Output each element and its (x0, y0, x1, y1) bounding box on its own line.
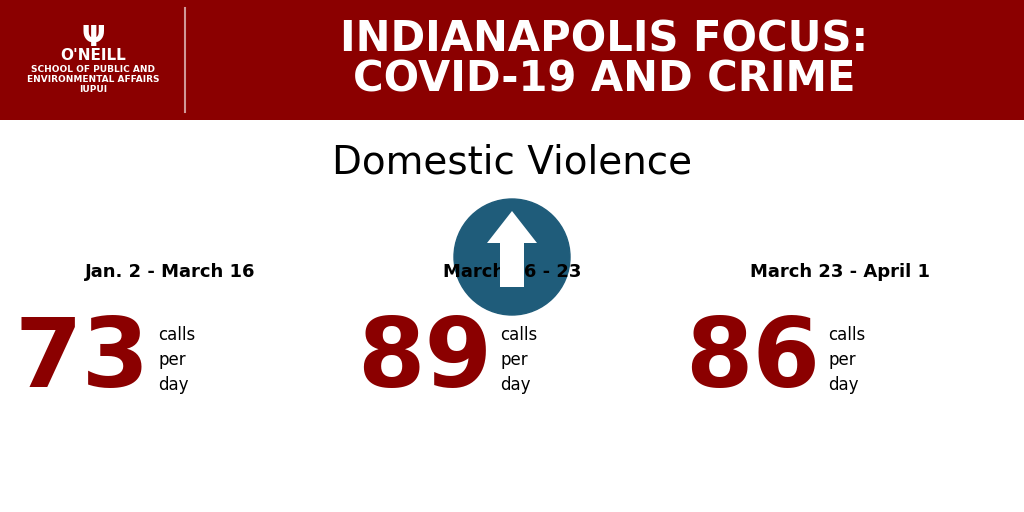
Text: Domestic Violence: Domestic Violence (332, 143, 692, 181)
Text: Jan. 2 - March 16: Jan. 2 - March 16 (85, 263, 255, 281)
Text: Ψ: Ψ (81, 24, 104, 52)
Text: 73: 73 (14, 313, 150, 407)
Text: ENVIRONMENTAL AFFAIRS: ENVIRONMENTAL AFFAIRS (27, 75, 160, 84)
Text: COVID-19 AND CRIME: COVID-19 AND CRIME (353, 59, 856, 101)
Text: 89: 89 (357, 313, 492, 407)
Bar (500, 239, 524, 287)
Text: March 23 - April 1: March 23 - April 1 (750, 263, 930, 281)
Text: calls
per
day: calls per day (500, 326, 538, 394)
Bar (0, 0, 1024, 120)
Text: March 16 - 23: March 16 - 23 (442, 263, 582, 281)
Text: SCHOOL OF PUBLIC AND: SCHOOL OF PUBLIC AND (31, 66, 155, 75)
Polygon shape (487, 211, 537, 243)
Text: O'NEILL: O'NEILL (60, 49, 126, 63)
Circle shape (454, 199, 570, 315)
Text: 86: 86 (685, 313, 820, 407)
Text: INDIANAPOLIS FOCUS:: INDIANAPOLIS FOCUS: (340, 19, 868, 61)
Text: calls
per
day: calls per day (828, 326, 865, 394)
Text: calls
per
day: calls per day (158, 326, 196, 394)
Text: IUPUI: IUPUI (79, 86, 108, 95)
